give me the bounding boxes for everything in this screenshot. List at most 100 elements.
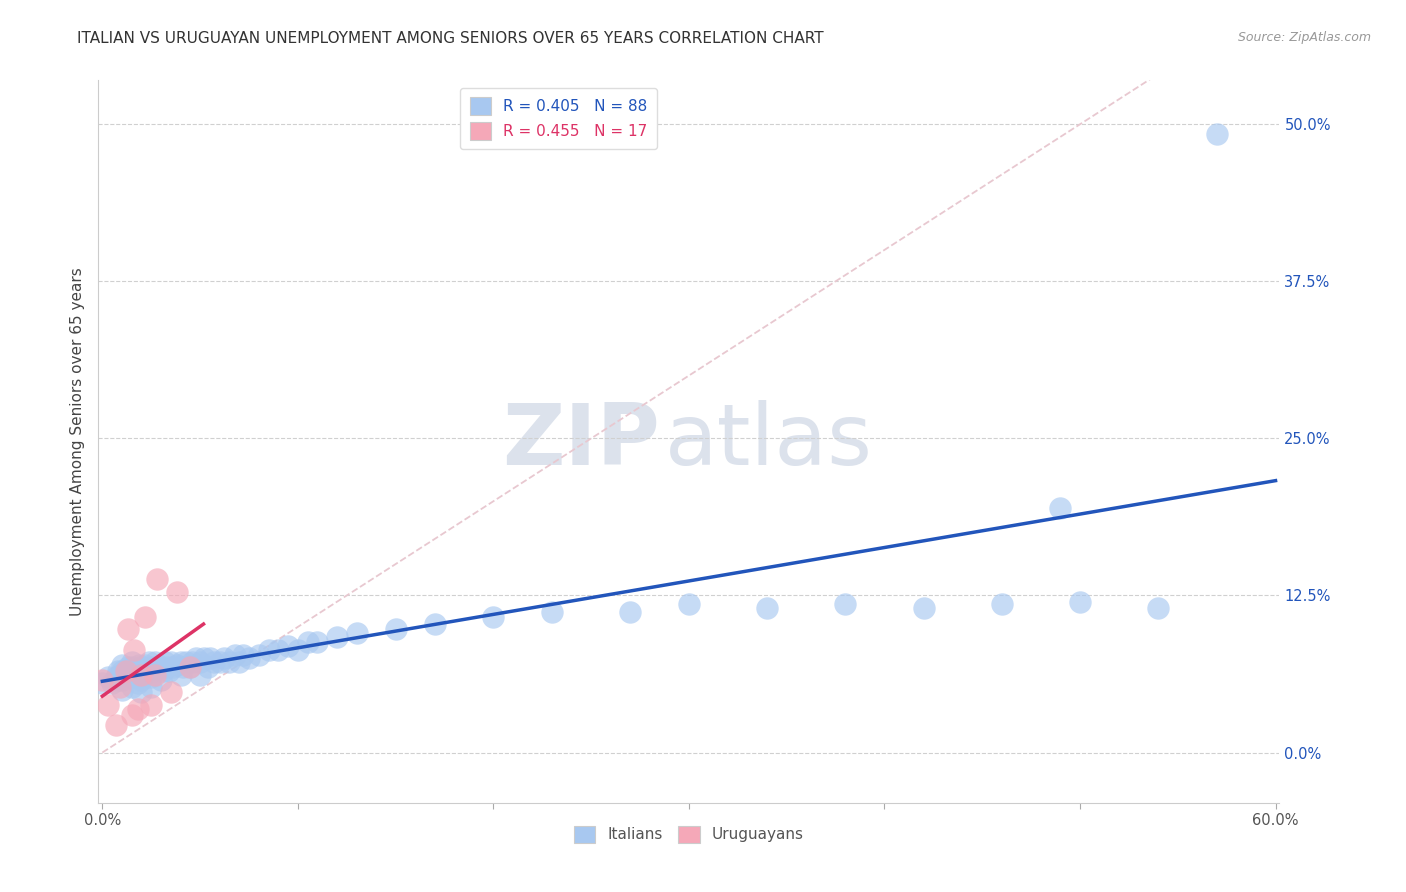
Point bbox=[131, 660, 153, 674]
Point bbox=[131, 685, 153, 699]
Point bbox=[169, 655, 191, 669]
Point bbox=[1049, 500, 1071, 515]
Point bbox=[181, 655, 204, 669]
Point bbox=[134, 610, 156, 624]
Point bbox=[678, 597, 700, 611]
Point bbox=[277, 639, 299, 653]
Point bbox=[142, 664, 165, 678]
Point bbox=[132, 667, 155, 681]
Point bbox=[991, 597, 1014, 611]
Point bbox=[143, 655, 166, 669]
Point bbox=[218, 655, 240, 669]
Point bbox=[157, 664, 180, 678]
Point bbox=[834, 597, 856, 611]
Point bbox=[156, 660, 179, 674]
Point bbox=[166, 584, 188, 599]
Point bbox=[176, 655, 198, 669]
Point bbox=[138, 655, 160, 669]
Point bbox=[108, 667, 131, 681]
Point bbox=[121, 670, 143, 684]
Point bbox=[91, 673, 114, 687]
Point bbox=[141, 698, 163, 712]
Point bbox=[146, 572, 169, 586]
Point bbox=[114, 664, 136, 678]
Point bbox=[131, 673, 153, 687]
Point bbox=[423, 617, 446, 632]
Point bbox=[912, 601, 935, 615]
Point bbox=[159, 655, 181, 669]
Point bbox=[202, 655, 225, 669]
Point bbox=[1147, 601, 1170, 615]
Point bbox=[118, 670, 141, 684]
Point bbox=[159, 685, 181, 699]
Point bbox=[107, 664, 129, 678]
Point bbox=[307, 635, 329, 649]
Y-axis label: Unemployment Among Seniors over 65 years: Unemployment Among Seniors over 65 years bbox=[69, 268, 84, 615]
Point bbox=[117, 660, 139, 674]
Point bbox=[134, 657, 156, 672]
Point bbox=[128, 657, 150, 672]
Point bbox=[267, 642, 290, 657]
Point bbox=[108, 680, 131, 694]
Point bbox=[131, 667, 153, 681]
Point bbox=[208, 655, 231, 669]
Point bbox=[179, 660, 201, 674]
Point bbox=[198, 651, 221, 665]
Point bbox=[179, 660, 201, 674]
Point bbox=[146, 660, 169, 674]
Point bbox=[136, 664, 159, 678]
Text: ITALIAN VS URUGUAYAN UNEMPLOYMENT AMONG SENIORS OVER 65 YEARS CORRELATION CHART: ITALIAN VS URUGUAYAN UNEMPLOYMENT AMONG … bbox=[77, 31, 824, 46]
Point bbox=[346, 626, 368, 640]
Point bbox=[169, 667, 191, 681]
Point bbox=[111, 682, 134, 697]
Point bbox=[122, 642, 145, 657]
Point bbox=[228, 655, 250, 669]
Point bbox=[756, 601, 779, 615]
Point bbox=[97, 670, 120, 684]
Point bbox=[297, 635, 319, 649]
Point bbox=[105, 718, 128, 732]
Point bbox=[188, 667, 211, 681]
Point bbox=[114, 667, 136, 681]
Point bbox=[172, 660, 194, 674]
Point bbox=[143, 667, 166, 681]
Point bbox=[121, 660, 143, 674]
Point bbox=[162, 660, 184, 674]
Point bbox=[193, 651, 215, 665]
Point bbox=[188, 655, 211, 669]
Text: ZIP: ZIP bbox=[502, 400, 659, 483]
Point bbox=[117, 623, 139, 637]
Point bbox=[150, 673, 173, 687]
Point bbox=[111, 673, 134, 687]
Point bbox=[121, 680, 143, 694]
Point bbox=[232, 648, 254, 662]
Point bbox=[122, 664, 145, 678]
Point bbox=[141, 660, 163, 674]
Point bbox=[107, 673, 129, 687]
Legend: Italians, Uruguayans: Italians, Uruguayans bbox=[568, 820, 810, 849]
Point bbox=[541, 605, 564, 619]
Point bbox=[141, 670, 163, 684]
Point bbox=[482, 610, 505, 624]
Point bbox=[326, 630, 349, 644]
Point bbox=[212, 651, 235, 665]
Point bbox=[124, 670, 146, 684]
Point bbox=[384, 623, 406, 637]
Point bbox=[127, 701, 149, 715]
Point bbox=[1069, 595, 1091, 609]
Point bbox=[101, 676, 124, 690]
Point bbox=[247, 648, 270, 662]
Point bbox=[91, 676, 114, 690]
Point bbox=[121, 655, 143, 669]
Point bbox=[121, 707, 143, 722]
Point bbox=[224, 648, 246, 662]
Point bbox=[238, 651, 260, 665]
Point bbox=[127, 676, 149, 690]
Point bbox=[111, 657, 134, 672]
Point bbox=[257, 642, 280, 657]
Text: Source: ZipAtlas.com: Source: ZipAtlas.com bbox=[1237, 31, 1371, 45]
Point bbox=[153, 655, 176, 669]
Point bbox=[287, 642, 309, 657]
Point bbox=[105, 670, 128, 684]
Point bbox=[166, 657, 188, 672]
